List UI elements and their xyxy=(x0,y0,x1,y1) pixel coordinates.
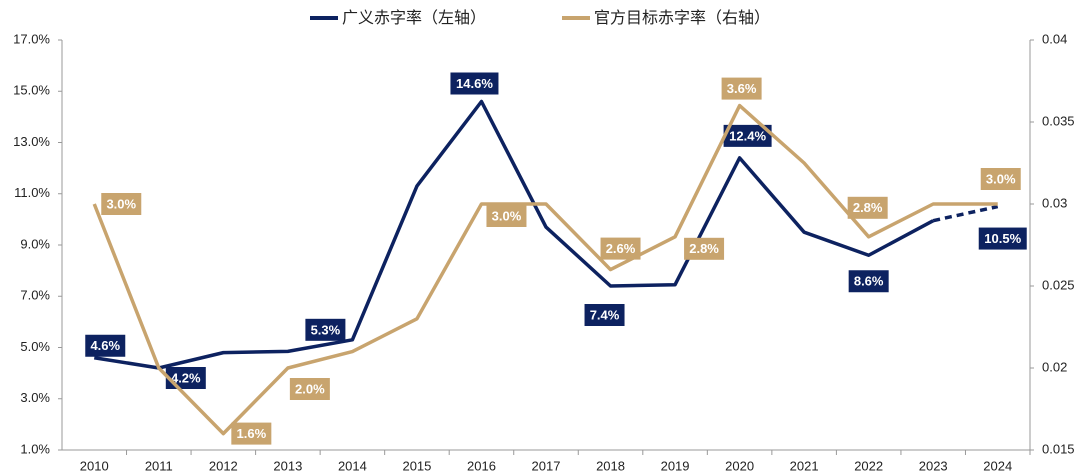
value-label: 2.0% xyxy=(295,381,325,396)
value-label: 3.0% xyxy=(986,171,1016,186)
value-label: 7.4% xyxy=(590,307,620,322)
y2-tick-label: 0.03 xyxy=(1042,195,1067,210)
x-tick-label: 2024 xyxy=(983,458,1012,473)
value-label-box xyxy=(486,205,527,227)
y-tick-label: 7.0% xyxy=(20,288,50,303)
x-tick-label: 2013 xyxy=(273,458,302,473)
y2-tick-label: 0.04 xyxy=(1042,31,1067,46)
y2-tick-label: 0.035 xyxy=(1042,113,1075,128)
x-tick-label: 2023 xyxy=(919,458,948,473)
x-tick-label: 2011 xyxy=(145,458,173,473)
value-label-box xyxy=(600,237,641,260)
y-tick-label: 11.0% xyxy=(14,185,50,200)
value-label: 3.0% xyxy=(492,208,522,223)
value-label-box xyxy=(85,334,126,357)
x-tick-label: 2010 xyxy=(80,458,109,473)
x-tick-label: 2021 xyxy=(790,458,819,473)
x-tick-label: 2019 xyxy=(661,458,690,473)
x-tick-label: 2020 xyxy=(725,458,754,473)
value-label-box xyxy=(684,237,725,260)
y-tick-label: 17.0% xyxy=(13,31,50,46)
legend-label: 官方目标赤字率（右轴） xyxy=(594,9,770,27)
value-label-box xyxy=(721,77,762,100)
value-label: 4.6% xyxy=(90,338,120,353)
value-label: 3.0% xyxy=(106,196,136,211)
legend-label: 广义赤字率（左轴） xyxy=(342,9,486,27)
value-label-box xyxy=(847,196,888,219)
value-label-box xyxy=(450,72,499,95)
y-tick-label: 3.0% xyxy=(20,390,50,405)
value-label-box xyxy=(978,227,1027,250)
x-tick-label: 2012 xyxy=(209,458,238,473)
value-label: 2.8% xyxy=(689,241,719,256)
series-line xyxy=(932,204,999,223)
value-label: 12.4% xyxy=(729,128,766,143)
value-label-box xyxy=(723,124,772,147)
value-label: 2.6% xyxy=(606,241,636,256)
x-tick-label: 2016 xyxy=(467,458,496,473)
y-tick-label: 5.0% xyxy=(20,339,50,354)
value-label-box xyxy=(980,168,1021,190)
x-tick-label: 2015 xyxy=(402,458,431,473)
value-label-box xyxy=(848,270,889,293)
y-tick-label: 9.0% xyxy=(20,236,50,251)
value-label: 1.6% xyxy=(237,426,267,441)
value-label: 2.8% xyxy=(853,200,883,215)
value-label: 4.2% xyxy=(171,370,201,385)
value-label-box xyxy=(231,422,272,445)
y2-tick-label: 0.025 xyxy=(1042,277,1075,292)
value-label-box xyxy=(101,193,142,215)
y2-tick-label: 0.02 xyxy=(1042,359,1067,374)
value-label: 3.6% xyxy=(727,81,757,96)
value-label-box xyxy=(289,378,330,400)
y-tick-label: 13.0% xyxy=(13,134,50,149)
value-label: 5.3% xyxy=(311,322,341,337)
y-tick-label: 15.0% xyxy=(13,83,50,98)
value-label-box xyxy=(584,304,625,326)
value-label-box xyxy=(305,318,346,341)
series-line xyxy=(93,99,935,370)
value-label: 14.6% xyxy=(456,76,493,91)
series-line xyxy=(92,103,998,436)
value-label: 8.6% xyxy=(854,274,884,289)
y2-tick-label: 0.015 xyxy=(1042,441,1075,456)
y-tick-label: 1.0% xyxy=(20,441,50,456)
x-tick-label: 2022 xyxy=(854,458,883,473)
x-tick-label: 2018 xyxy=(596,458,625,473)
x-tick-label: 2014 xyxy=(338,458,367,473)
x-tick-label: 2017 xyxy=(532,458,561,473)
value-label: 10.5% xyxy=(984,231,1021,246)
